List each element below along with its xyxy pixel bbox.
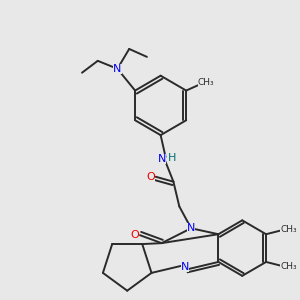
Text: N: N (181, 262, 189, 272)
Text: N: N (187, 223, 195, 233)
Text: H: H (168, 153, 177, 163)
Text: CH₃: CH₃ (280, 225, 297, 234)
Text: CH₃: CH₃ (197, 78, 214, 87)
Text: O: O (131, 230, 140, 240)
Text: N: N (113, 64, 122, 74)
Text: O: O (146, 172, 155, 182)
Text: CH₃: CH₃ (280, 262, 297, 272)
Text: N: N (158, 154, 166, 164)
